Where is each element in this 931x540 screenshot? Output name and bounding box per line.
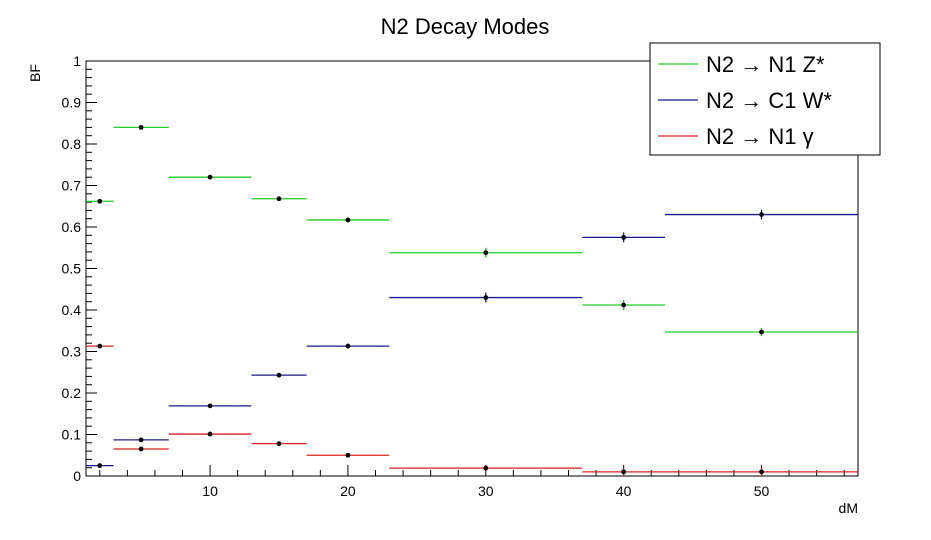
legend-label: N2 → C1 W*	[706, 88, 832, 113]
y-tick-label: 0.1	[62, 427, 82, 443]
x-tick-label: 30	[478, 483, 494, 499]
data-point	[97, 343, 103, 349]
data-point	[207, 403, 213, 409]
data-point	[345, 452, 351, 458]
data-point	[621, 302, 627, 308]
data-point	[483, 295, 489, 300]
y-tick-label: 0.4	[62, 302, 82, 318]
y-tick-label: 0.9	[62, 95, 82, 111]
data-point	[138, 446, 144, 452]
chart-title: N2 Decay Modes	[381, 14, 550, 39]
data-point	[207, 431, 213, 437]
legend-label: N2 → N1 γ	[706, 124, 814, 149]
data-point	[759, 329, 764, 335]
x-tick-label: 20	[340, 483, 356, 499]
data-point	[276, 441, 282, 447]
x-tick-label: 10	[202, 483, 218, 499]
y-axis: 0 0.1 0.2 0.3 0.4 0.5 0.6 0.7 0.8 0.9 1	[62, 53, 97, 484]
data-point	[345, 343, 351, 349]
y-tick-label: 0.6	[62, 219, 82, 235]
y-axis-title: BF	[27, 64, 43, 82]
data-point	[759, 212, 764, 217]
x-tick-label: 40	[616, 483, 632, 499]
y-tick-label: 0.2	[62, 385, 82, 401]
data-point	[276, 196, 282, 202]
y-tick-label: 0.7	[62, 178, 82, 194]
series-layer	[86, 125, 858, 476]
data-point	[138, 125, 144, 130]
x-axis-title: dM	[839, 500, 858, 516]
data-point	[621, 469, 627, 475]
data-point	[207, 174, 213, 180]
y-tick-label: 1	[73, 53, 81, 69]
data-point	[483, 465, 489, 471]
data-point	[759, 469, 764, 475]
series-0	[86, 125, 858, 337]
x-tick-label: 50	[754, 483, 770, 499]
series-2	[86, 343, 858, 476]
data-point	[483, 250, 489, 256]
data-point	[621, 234, 627, 240]
series-1	[86, 209, 858, 469]
legend: N2 → N1 Z* N2 → C1 W* N2 → N1 γ	[649, 42, 881, 156]
data-point	[276, 372, 282, 378]
data-point	[97, 198, 103, 204]
y-tick-label: 0.3	[62, 344, 82, 360]
y-tick-label: 0.5	[62, 261, 82, 277]
y-tick-label: 0	[73, 468, 81, 484]
data-point	[138, 437, 144, 443]
y-tick-label: 0.8	[62, 136, 82, 152]
data-point	[97, 463, 103, 469]
x-axis: 10 20 30 40 50	[99, 465, 845, 499]
data-point	[345, 217, 351, 223]
legend-label: N2 → N1 Z*	[706, 52, 825, 77]
